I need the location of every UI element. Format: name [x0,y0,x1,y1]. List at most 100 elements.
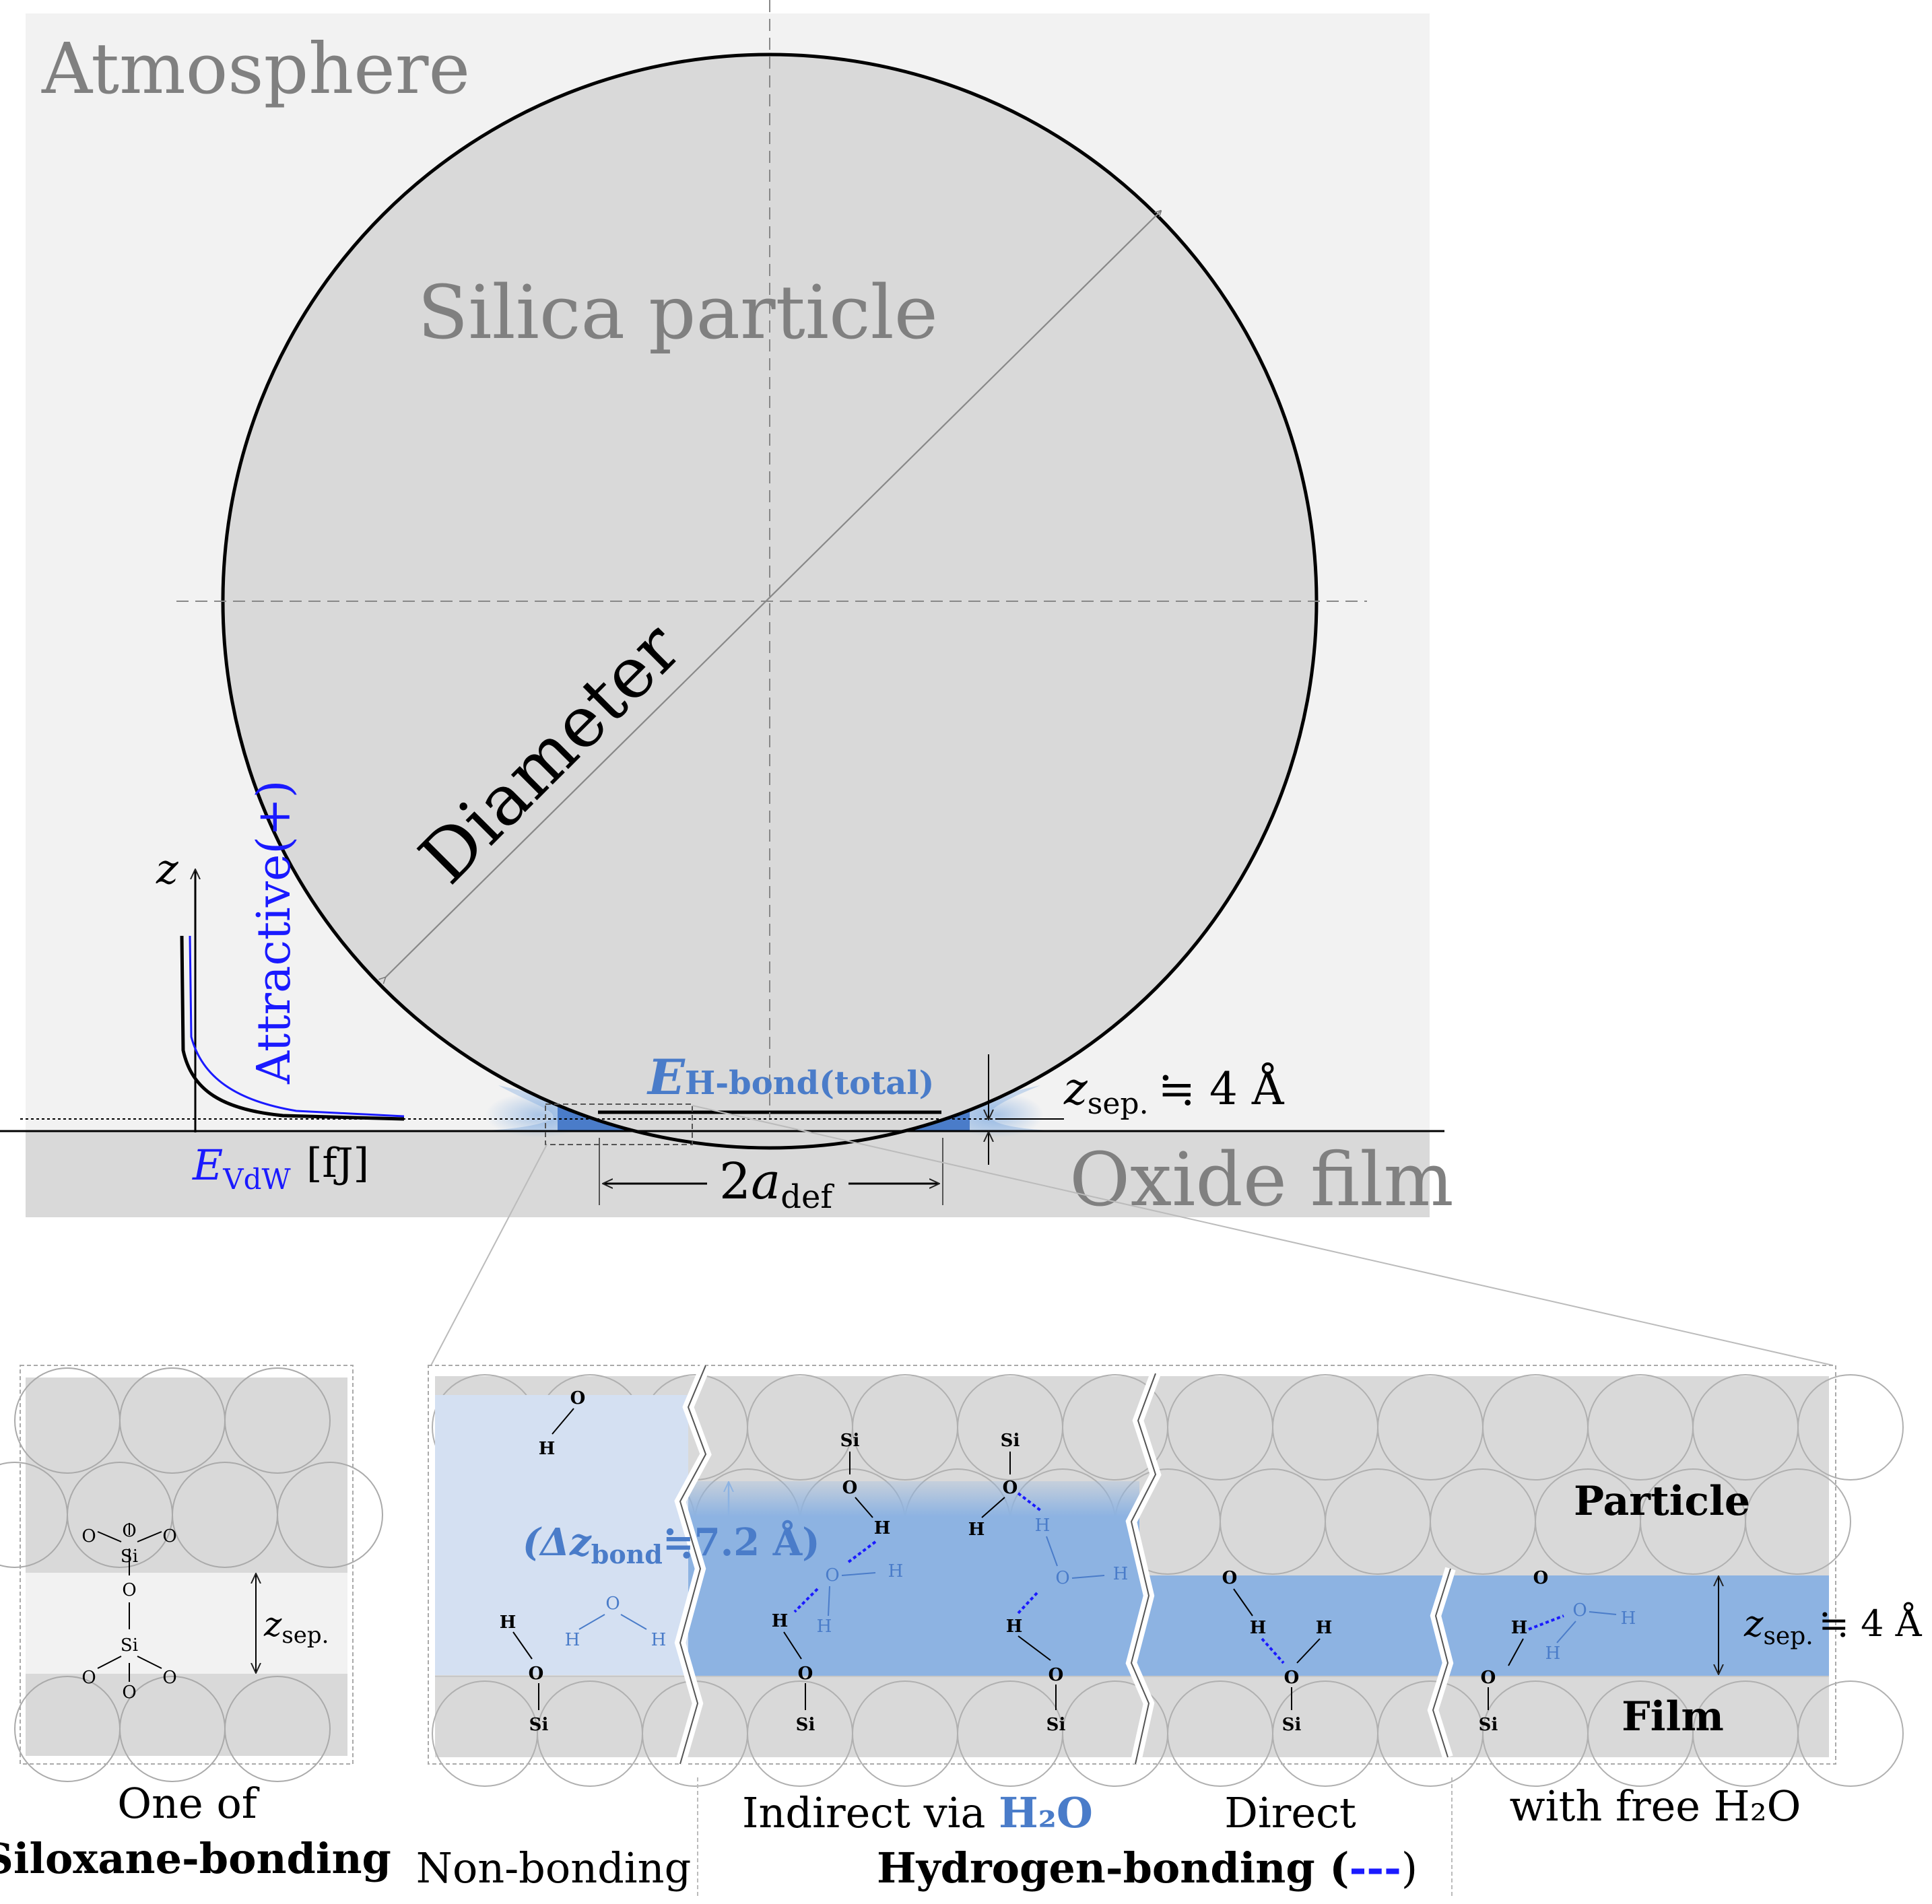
particle-label-small: Particle [1574,1478,1750,1525]
zsep-label: zsep. ≒ 4 Å [1063,1063,1285,1121]
atom-o: O [1284,1668,1300,1688]
break-mark-1-edge [679,1365,707,1765]
atom-o: O [162,1668,176,1688]
hbond-total-label: EH-bond(total) [646,1048,934,1106]
molecules-non-bonding: O H H O Si [500,1388,586,1735]
atom-o: O [1003,1478,1018,1498]
attractive-label: Attractive(+) [248,780,301,1085]
zsep-value: ≒ 4 Å [1158,1063,1285,1115]
atom-h: H [1250,1618,1267,1638]
atom-o: O [529,1664,544,1684]
caption-non-bonding: Non-bonding [416,1843,692,1893]
bridging-water-1: O H H [817,1561,904,1637]
atom-h: H [651,1630,667,1650]
siloxane-particle-region [26,1378,347,1573]
atom-o: O [1533,1568,1549,1588]
atom-o: O [605,1594,620,1614]
free-water-molecule: O H H [565,1594,667,1650]
atom-si: Si [1479,1715,1498,1735]
atom-h: H [1545,1643,1561,1664]
direct-water-band [1139,1575,1829,1676]
panel-zsep-subscript: sep. [1763,1623,1813,1650]
delta-zbond-subscript: bond [591,1539,663,1569]
evdw-unit: [fJ] [306,1140,369,1187]
caption-hydrogen-bonding: Hydrogen-bonding (---) [877,1843,1418,1893]
siloxane-zsep-label: zsep. [263,1605,329,1649]
top-scene: Atmosphere Silica particle Diameter z At… [0,0,1834,1366]
panel-zsep-label: zsep. ≒ 4 Å [1743,1601,1923,1650]
atom-si: Si [1001,1431,1020,1451]
atom-o: O [842,1478,858,1498]
break-mark-3-edge [1432,1568,1451,1758]
atom-o: O [570,1388,586,1408]
siloxane-zsep-subscript: sep. [281,1622,329,1649]
siloxane-zsep-symbol: z [263,1605,282,1644]
atom-o: O [1055,1568,1069,1588]
atom-h: H [772,1611,789,1631]
atom-o: O [81,1668,96,1688]
caption-indirect-text: Indirect via [742,1788,999,1837]
contact-width-2: 2 [719,1153,751,1211]
particle-label: Silica particle [418,269,938,355]
molecules-indirect-2: Si O H H O Si [968,1431,1066,1735]
particle-flattened-contact [598,1104,941,1110]
hbond-subscript: H-bond(total) [685,1064,934,1102]
atom-h: H [1006,1617,1023,1637]
delta-zbond-value: ≒7.2 Å) [663,1520,820,1565]
hbond-panel: O H H O Si O H H (Δzbond≒7.2 Å) Si O H [416,1363,1923,1899]
atmosphere-label: Atmosphere [41,28,470,110]
atom-h: H [1511,1618,1528,1638]
z-axis-label: z [156,844,178,893]
atom-si: Si [1282,1715,1302,1735]
atom-si: Si [1046,1715,1066,1735]
atom-h: H [874,1518,891,1538]
atom-o: O [1481,1668,1496,1688]
oxide-film-label: Oxide film [1069,1136,1454,1223]
siloxane-spheres [0,1367,383,1782]
atom-h: H [1035,1516,1051,1536]
contact-width-label: 2adef [719,1153,834,1216]
siloxane-caption-line2: Siloxane-bonding [0,1834,391,1883]
siloxane-panel: O O O Si O Si O O O zsep. One of Siloxan… [0,1365,391,1883]
contact-width-a: a [751,1153,780,1211]
caption-hbond-close: ) [1401,1843,1418,1893]
hbond-symbol: E [646,1048,686,1106]
contact-width-sub: def [780,1178,834,1216]
siloxane-molecule: O O O Si O Si O O O [81,1521,176,1703]
atom-o: O [798,1664,813,1684]
atom-si: Si [796,1715,815,1735]
atom-h: H [539,1439,556,1459]
caption-hbond-dash: --- [1350,1843,1401,1893]
atom-o: O [122,1521,136,1541]
zsep-symbol: z [1063,1063,1088,1115]
atom-o: O [1048,1665,1064,1685]
film-label-small: Film [1622,1693,1724,1740]
atom-h: H [1316,1618,1333,1638]
detail-box [545,1103,693,1145]
break-mark-2-edge [1130,1373,1157,1765]
indirect-water-band [688,1481,1139,1676]
caption-direct: Direct [1224,1788,1356,1837]
molecules-direct: O H H O Si [1222,1568,1333,1735]
atom-o: O [825,1565,839,1586]
free-water-2: O H H [1545,1600,1636,1664]
atom-h: H [1113,1564,1129,1584]
atom-o: O [1222,1568,1238,1588]
evdw-label: EVdW [192,1141,291,1196]
evdw-subscript: VdW [222,1163,291,1196]
atom-h: H [968,1520,985,1540]
atom-h: H [888,1561,904,1582]
siloxane-film-region [26,1674,347,1756]
siloxane-gap [26,1573,347,1674]
bridging-water-2: H O H [1035,1516,1129,1588]
panel-zsep-value: ≒ 4 Å [1819,1601,1923,1645]
diameter-arrow [385,211,1161,978]
atom-si: Si [529,1715,549,1735]
atom-si: Si [121,1635,138,1656]
vdw-curve-blue [189,935,405,1118]
atom-o: O [81,1526,96,1546]
atom-si: Si [121,1546,138,1567]
atom-o: O [162,1526,176,1546]
atom-h: H [565,1630,580,1650]
